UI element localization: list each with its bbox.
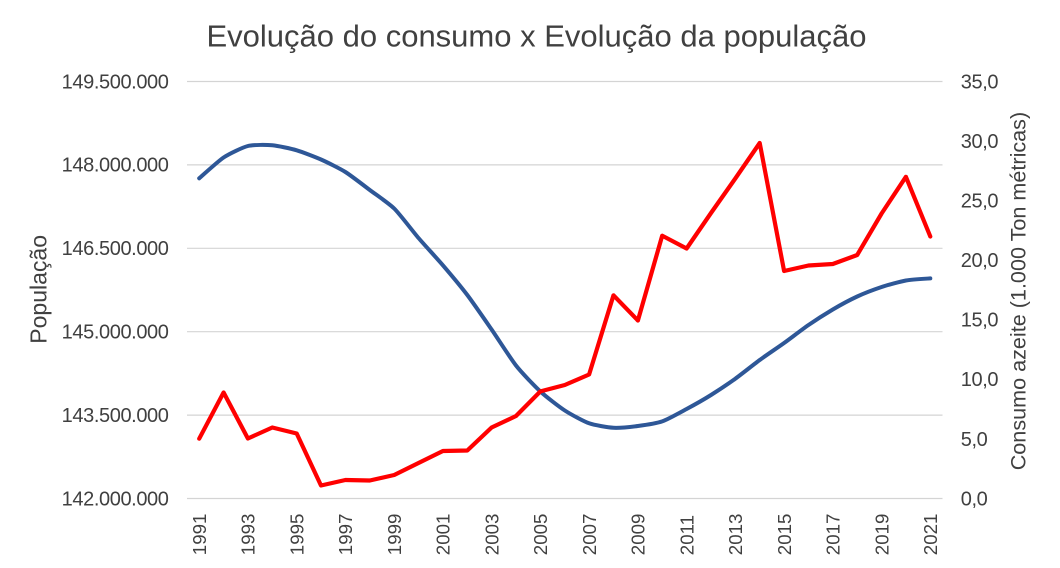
svg-text:2019: 2019: [871, 514, 892, 556]
svg-text:2005: 2005: [530, 514, 551, 556]
svg-text:1991: 1991: [189, 514, 210, 556]
svg-text:30,0: 30,0: [961, 131, 999, 153]
svg-text:5,0: 5,0: [961, 429, 988, 451]
svg-text:2015: 2015: [774, 514, 795, 556]
svg-text:Evolução do consumo x Evolução: Evolução do consumo x Evolução da popula…: [206, 19, 866, 54]
svg-text:2007: 2007: [579, 514, 600, 556]
svg-text:15,0: 15,0: [961, 310, 999, 332]
svg-text:143.500.000: 143.500.000: [62, 405, 169, 427]
svg-text:2001: 2001: [433, 514, 454, 556]
svg-text:2003: 2003: [481, 514, 502, 556]
svg-text:25,0: 25,0: [961, 191, 999, 213]
svg-text:35,0: 35,0: [961, 71, 999, 93]
svg-text:2013: 2013: [725, 514, 746, 556]
svg-text:146.500.000: 146.500.000: [62, 238, 169, 260]
svg-text:2017: 2017: [823, 514, 844, 556]
svg-text:2011: 2011: [676, 515, 697, 555]
svg-text:149.500.000: 149.500.000: [62, 71, 169, 93]
svg-text:142.000.000: 142.000.000: [62, 488, 169, 510]
svg-text:2021: 2021: [920, 514, 941, 556]
svg-text:0,0: 0,0: [961, 488, 988, 510]
svg-text:148.000.000: 148.000.000: [62, 155, 169, 177]
svg-text:Consumo azeite (1.000 Ton métr: Consumo azeite (1.000 Ton métricas): [1006, 112, 1031, 470]
svg-text:2009: 2009: [628, 514, 649, 556]
svg-text:145.000.000: 145.000.000: [62, 322, 169, 344]
svg-text:1997: 1997: [335, 514, 356, 556]
svg-text:10,0: 10,0: [961, 369, 999, 391]
svg-text:1993: 1993: [238, 514, 259, 556]
svg-text:População: População: [25, 235, 51, 344]
svg-text:1995: 1995: [286, 514, 307, 556]
svg-text:20,0: 20,0: [961, 250, 999, 272]
svg-text:1999: 1999: [384, 514, 405, 556]
